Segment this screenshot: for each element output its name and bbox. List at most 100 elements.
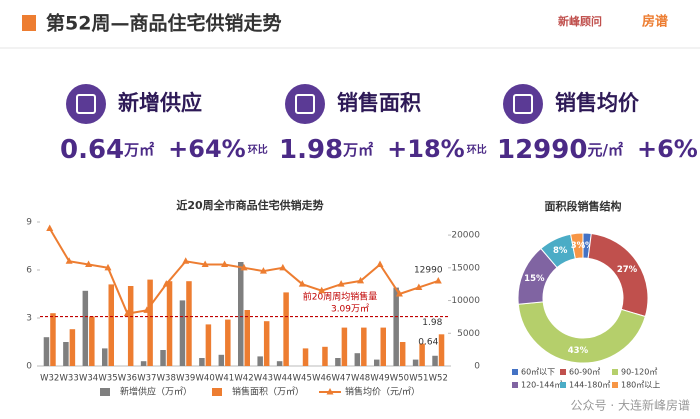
bar (199, 358, 205, 366)
data-label: 1.98 (422, 318, 442, 328)
line-marker (123, 309, 131, 317)
y-tick-label: 3 (26, 314, 32, 324)
legend-label: 90-120㎡ (621, 368, 657, 377)
x-tick-label: W38 (157, 374, 176, 384)
kpi-icon-glyph (295, 94, 315, 114)
annotation: 3.09万㎡ (331, 304, 369, 315)
line-marker (279, 263, 287, 271)
logo: 房谱 (642, 14, 668, 30)
x-tick-label: W48 (351, 374, 370, 384)
line-marker (395, 290, 403, 297)
bar (399, 342, 406, 366)
line-marker (85, 260, 93, 268)
line-marker (376, 260, 384, 268)
bar (205, 324, 212, 366)
legend-label: 180㎡以上 (621, 381, 660, 390)
bar (354, 353, 361, 366)
legend-swatch (560, 369, 566, 375)
line-marker (259, 267, 267, 274)
x-tick-label: W46 (312, 374, 331, 384)
y2-tick-label: 15000 (451, 263, 480, 273)
x-tick-label: W37 (137, 374, 156, 384)
kpi-unit: 万㎡ (123, 141, 154, 159)
legend-label: 120-144㎡ (521, 381, 562, 390)
legend-swatch (326, 388, 334, 395)
bar (438, 334, 445, 366)
kpi-label: 销售面积 (337, 91, 421, 115)
logo: 新峰顾问 (558, 14, 602, 28)
bar (160, 350, 166, 366)
x-tick-label: W42 (234, 374, 253, 384)
legend-swatch (212, 388, 222, 396)
line-marker (318, 286, 326, 294)
x-tick-label: W32 (40, 374, 59, 384)
bar (335, 358, 341, 366)
bar (225, 319, 231, 366)
line-marker (182, 257, 190, 264)
kpi-change: +64% (168, 135, 246, 163)
y2-tick-label: 20000 (451, 231, 480, 241)
y-tick-label: 0 (26, 362, 32, 372)
bar (302, 348, 309, 366)
bar (108, 284, 114, 366)
data-label: 12990 (414, 265, 443, 275)
legend-swatch (612, 382, 618, 388)
kpi-value-line: 12990元/㎡+6%环比 (497, 135, 700, 165)
kpi-value: 0.64 (60, 135, 124, 165)
kpi-change-label: 环比 (248, 143, 268, 156)
legend-label: 新增供应（万㎡） (120, 386, 192, 398)
bar (283, 292, 289, 366)
legend-label: 60㎡以下 (521, 368, 555, 377)
line-marker (298, 280, 306, 287)
bar (63, 342, 69, 366)
donut-label: 15% (524, 274, 545, 284)
kpi-icon-glyph (76, 94, 96, 114)
kpi-unit: 万㎡ (342, 141, 373, 159)
y-tick-label: 9 (26, 218, 32, 228)
bar (127, 286, 134, 366)
page-title: 第52周—商品住宅供销走势 (46, 12, 281, 35)
x-tick-label: W34 (79, 374, 98, 384)
bar (419, 343, 425, 366)
legend-swatch (512, 382, 518, 388)
kpi-icon (285, 84, 325, 124)
legend-swatch (560, 382, 566, 388)
bar (341, 327, 348, 366)
bar (218, 354, 225, 366)
kpi-icon (503, 84, 543, 124)
x-tick-label: W40 (196, 374, 215, 384)
donut-label: 43% (568, 346, 589, 356)
legend-swatch (512, 369, 518, 375)
bar (361, 327, 367, 366)
line-marker (201, 260, 209, 268)
line-marker (434, 276, 442, 284)
x-tick-label: W43 (254, 374, 273, 384)
kpi-value: 12990 (497, 135, 587, 165)
bar (380, 327, 386, 366)
line-marker (221, 260, 229, 268)
x-tick-label: W35 (98, 374, 117, 384)
kpi-value: 1.98 (279, 135, 343, 165)
kpi-change: +18% (387, 135, 465, 163)
bar (50, 313, 56, 366)
kpi-unit: 元/㎡ (587, 141, 622, 159)
bar (238, 262, 244, 366)
y-tick-label: 6 (26, 266, 32, 276)
kpi-value-line: 0.64万㎡ +64% 环比 (60, 135, 268, 165)
chart-title: 近20周全市商品住宅供销走势 (176, 198, 323, 212)
annotation: 前20周周均销售量 (303, 291, 377, 303)
legend-swatch (100, 388, 110, 396)
bar (166, 281, 173, 366)
x-tick-label: W47 (332, 374, 351, 384)
legend-label: 144-180㎡ (569, 381, 610, 390)
y2-tick-label: 5000 (457, 329, 480, 339)
bar (257, 356, 263, 366)
line-marker (240, 263, 248, 271)
bar (69, 329, 76, 366)
bar (89, 316, 95, 366)
x-tick-label: W33 (60, 374, 79, 384)
donut-segment (569, 232, 584, 260)
bar (43, 337, 50, 366)
donut-label: 8% (553, 246, 568, 256)
